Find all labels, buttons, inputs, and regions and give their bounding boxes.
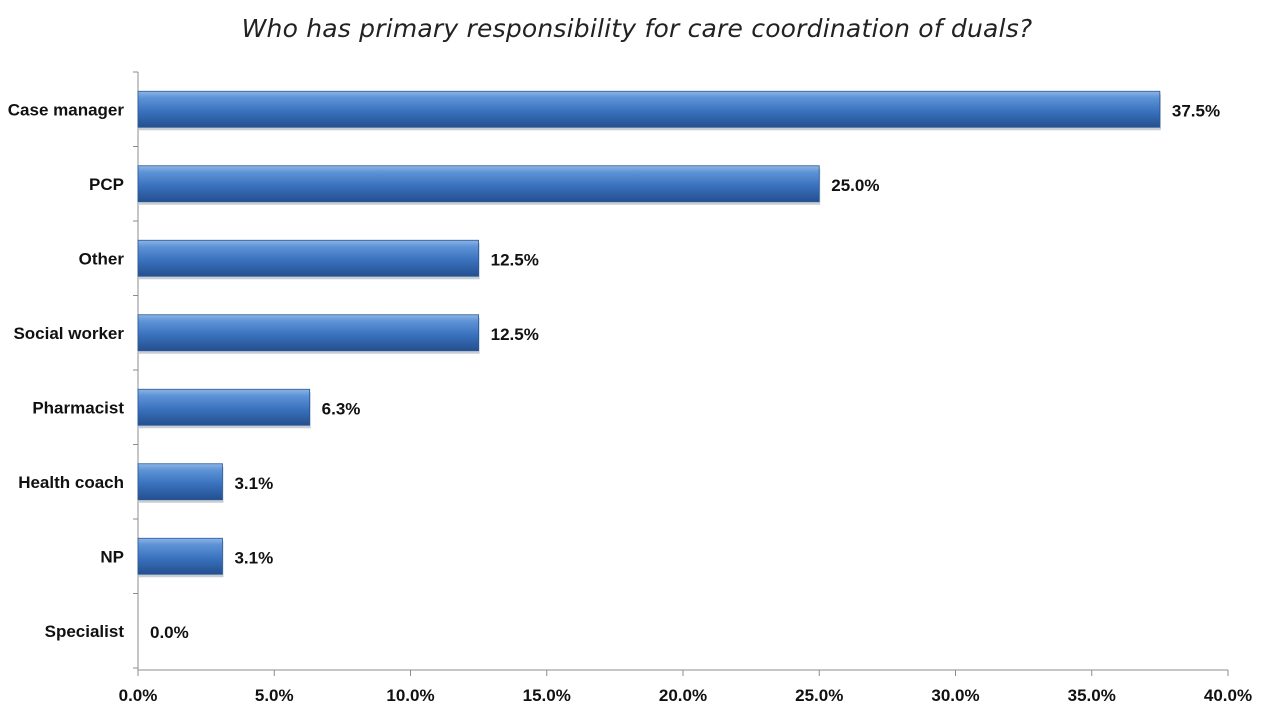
x-tick-label: 10.0% (386, 686, 434, 705)
value-label: 3.1% (234, 474, 273, 493)
x-tick-label: 30.0% (931, 686, 979, 705)
value-label: 25.0% (831, 176, 879, 195)
bar (137, 463, 223, 501)
x-tick-label: 35.0% (1068, 686, 1116, 705)
bar (137, 239, 480, 277)
value-label: 0.0% (150, 623, 189, 642)
category-label: NP (100, 547, 124, 566)
plot-area: 0.0% 5.0% 10.0% 15.0% 20.0% 25.0% 30.0% 35.0% 40… (8, 71, 1252, 705)
category-label: Other (79, 249, 125, 268)
category-label: Pharmacist (32, 398, 124, 417)
x-tick-label: 5.0% (255, 686, 294, 705)
category-label: Specialist (45, 622, 125, 641)
category-label: Case manager (8, 100, 125, 119)
bar (137, 537, 223, 575)
category-label: Health coach (18, 473, 124, 492)
value-label: 37.5% (1172, 101, 1220, 120)
x-tick-label: 20.0% (659, 686, 707, 705)
bar (137, 90, 1161, 128)
x-tick-label: 40.0% (1204, 686, 1252, 705)
chart-title: Who has primary responsibility for care … (241, 14, 1033, 43)
bar (137, 314, 480, 352)
x-tick-label: 15.0% (523, 686, 571, 705)
bar (137, 165, 820, 203)
category-label: Social worker (13, 324, 124, 343)
value-label: 6.3% (322, 399, 361, 418)
x-tick-label: 0.0% (119, 686, 158, 705)
bar (137, 388, 311, 426)
value-label: 3.1% (234, 548, 273, 567)
value-label: 12.5% (491, 325, 539, 344)
value-label: 12.5% (491, 250, 539, 269)
category-label: PCP (89, 175, 124, 194)
x-tick-label: 25.0% (795, 686, 843, 705)
